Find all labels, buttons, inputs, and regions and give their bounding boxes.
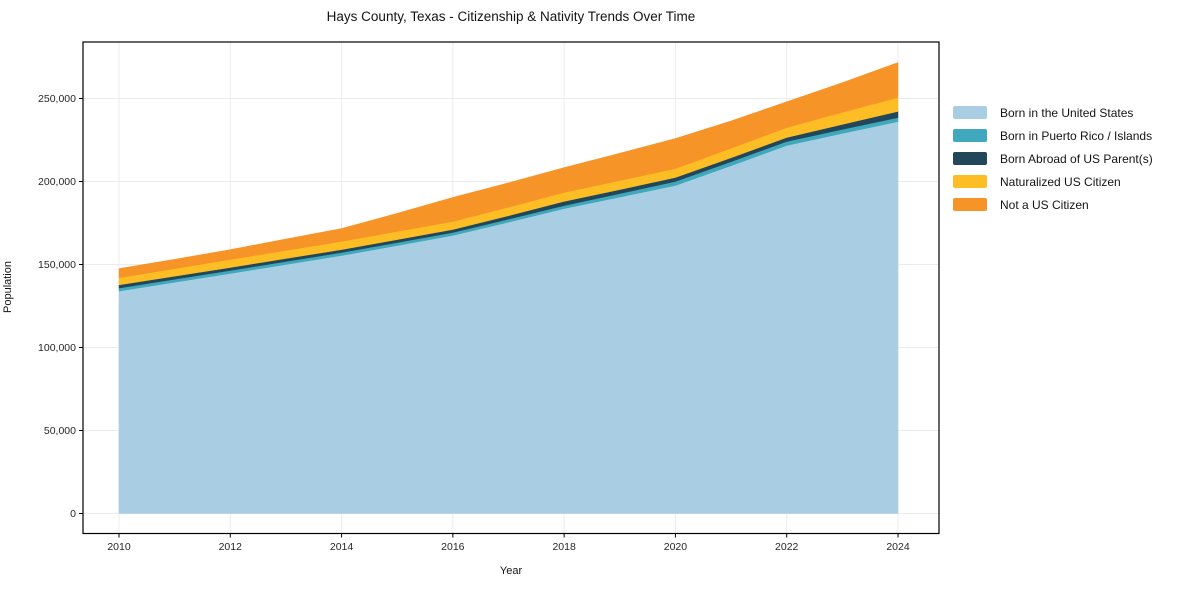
y-tick-label: 100,000 (38, 341, 76, 354)
x-tick-label: 2014 (329, 541, 354, 553)
legend-item: Born in Puerto Rico / Islands (953, 124, 1185, 147)
x-tick-label: 2016 (441, 541, 465, 553)
legend: Born in the United States Born in Puerto… (953, 101, 1185, 216)
x-tick-label: 2012 (218, 541, 242, 553)
legend-label: Not a US Citizen (1000, 197, 1089, 212)
legend-swatch-naturalized (953, 175, 987, 188)
x-tick-label: 2022 (775, 541, 799, 553)
chart-title: Hays County, Texas - Citizenship & Nativ… (326, 9, 696, 24)
area-series-4 (118, 62, 899, 279)
area-series-0 (118, 121, 899, 514)
x-tick-label: 2018 (552, 541, 576, 553)
x-axis-title: Year (499, 565, 523, 577)
plot-border (82, 41, 940, 535)
legend-swatch-born-us (953, 106, 987, 119)
x-tick-label: 2010 (107, 541, 131, 553)
legend-item: Not a US Citizen (953, 193, 1185, 216)
y-tick-label: 200,000 (38, 175, 76, 188)
legend-item: Born Abroad of US Parent(s) (953, 147, 1185, 170)
x-tick-label: 2024 (886, 541, 910, 553)
y-tick-label: 150,000 (38, 258, 76, 271)
legend-swatch-not-citizen (953, 198, 987, 211)
legend-item: Naturalized US Citizen (953, 170, 1185, 193)
y-tick-label: 250,000 (38, 92, 76, 105)
legend-label: Born in Puerto Rico / Islands (1000, 128, 1153, 143)
y-tick-label: 0 (70, 507, 76, 520)
legend-label: Born in the United States (1000, 105, 1134, 120)
legend-label: Naturalized US Citizen (1000, 174, 1121, 189)
legend-swatch-born-abroad (953, 152, 987, 165)
x-tick-label: 2020 (663, 541, 688, 553)
legend-swatch-born-pr (953, 129, 987, 142)
legend-item: Born in the United States (953, 101, 1185, 124)
y-tick-label: 50,000 (43, 424, 76, 437)
legend-label: Born Abroad of US Parent(s) (1000, 151, 1153, 166)
